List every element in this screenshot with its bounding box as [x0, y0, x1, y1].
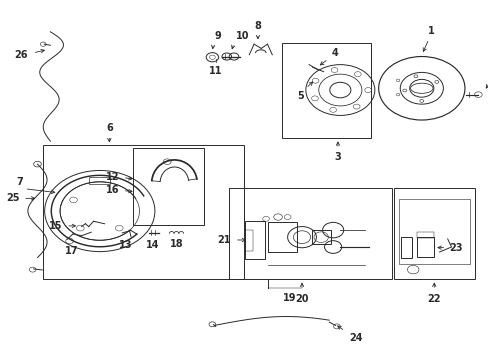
Bar — [89, 177, 110, 184]
Bar — [311, 230, 330, 244]
Text: 22: 22 — [427, 294, 440, 303]
Text: 10: 10 — [235, 31, 249, 41]
Text: 14: 14 — [145, 240, 159, 250]
Bar — [43, 145, 243, 279]
Text: 26: 26 — [14, 50, 28, 60]
Bar — [267, 222, 297, 252]
Bar — [245, 230, 252, 251]
Text: 13: 13 — [119, 240, 133, 250]
Text: 9: 9 — [214, 31, 221, 41]
Text: 19: 19 — [282, 293, 296, 303]
Text: 23: 23 — [448, 243, 462, 253]
Text: 21: 21 — [217, 235, 231, 245]
Text: 8: 8 — [254, 21, 261, 31]
Text: 24: 24 — [348, 333, 362, 343]
Text: 20: 20 — [295, 294, 308, 303]
Text: 7: 7 — [16, 177, 23, 187]
Text: 15: 15 — [49, 221, 62, 231]
Text: 1: 1 — [427, 26, 434, 36]
Text: 4: 4 — [331, 48, 338, 58]
Text: 5: 5 — [297, 91, 304, 102]
Text: 12: 12 — [105, 171, 119, 181]
Bar — [245, 221, 264, 259]
Bar — [400, 237, 411, 258]
Bar — [416, 237, 433, 257]
Text: 6: 6 — [106, 123, 113, 133]
Text: 17: 17 — [65, 246, 79, 256]
Text: 25: 25 — [6, 193, 19, 203]
Bar — [416, 231, 433, 238]
Text: 16: 16 — [105, 185, 119, 195]
Bar — [398, 199, 469, 264]
Text: 11: 11 — [208, 66, 222, 76]
Bar — [133, 148, 204, 225]
Bar — [281, 43, 370, 138]
Text: 18: 18 — [169, 239, 183, 249]
Bar — [229, 189, 391, 279]
Bar — [393, 189, 473, 279]
Text: 3: 3 — [334, 152, 341, 162]
